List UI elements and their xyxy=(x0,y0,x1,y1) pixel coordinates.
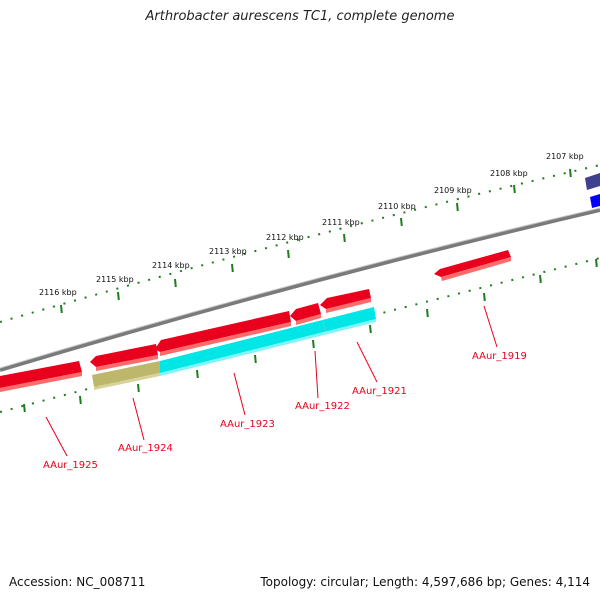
outer-ticks-tick xyxy=(343,233,346,243)
gene-label-aaur-1923: AAur_1923 xyxy=(220,419,275,430)
gene-aaur-1924-arrow xyxy=(90,344,158,371)
gene-label-aaur-1925: AAur_1925 xyxy=(43,460,98,471)
leader-line-aaur-1922 xyxy=(314,350,319,399)
inner-ticks-tick xyxy=(483,292,486,302)
scale-label-2115: 2115 kbp xyxy=(96,275,134,284)
scale-label-2113: 2113 kbp xyxy=(209,247,247,256)
scale-label-2111: 2111 kbp xyxy=(322,218,360,227)
gene-label-aaur-1924: AAur_1924 xyxy=(118,443,173,454)
gene-label-aaur-1921: AAur_1921 xyxy=(352,386,407,397)
gene-aaur-1923-arrow xyxy=(155,311,291,356)
outer-scale-ticks xyxy=(60,168,572,314)
leader-line-aaur-1924 xyxy=(132,397,145,441)
outer-scale-track xyxy=(0,164,600,323)
gene-label-aaur-1919: AAur_1919 xyxy=(472,351,527,362)
leader-line-aaur-1919 xyxy=(483,305,498,348)
inner-ticks-tick xyxy=(426,308,429,318)
gene-feature-khaki xyxy=(92,361,160,390)
outer-ticks-tick xyxy=(287,249,290,259)
outer-ticks-tick xyxy=(456,202,459,212)
inner-ticks-tick xyxy=(595,258,598,268)
scale-label-2110: 2110 kbp xyxy=(378,202,416,211)
leader-line-aaur-1921 xyxy=(356,341,378,383)
scale-label-2107: 2107 kbp xyxy=(546,152,584,161)
outer-ticks-tick xyxy=(60,304,63,314)
outer-ticks-tick xyxy=(231,263,234,273)
inner-ticks-tick xyxy=(137,383,140,393)
gene-aaur-1925-arrow xyxy=(0,361,82,392)
accession-text: Accession: NC_008711 xyxy=(9,575,146,589)
gene-aaur-1922-arrow xyxy=(290,303,321,325)
genome-backbone xyxy=(0,208,600,372)
outer-ticks-tick xyxy=(513,184,516,194)
scale-label-2114: 2114 kbp xyxy=(152,261,190,270)
outer-ticks-tick xyxy=(400,217,403,227)
outer-ticks-tick xyxy=(117,291,120,301)
gene-cds-cyan-band xyxy=(160,307,376,376)
inner-scale-ticks xyxy=(23,258,598,413)
gene-aaur-1921-arrow xyxy=(320,289,371,313)
outer-ticks-tick xyxy=(174,278,177,288)
inner-ticks-tick xyxy=(254,354,257,364)
leader-line-aaur-1925 xyxy=(45,416,68,457)
map-title: Arthrobacter aurescens TC1, complete gen… xyxy=(145,9,455,24)
gene-aaur-1919-arrow xyxy=(434,250,511,281)
outer-ticks-tick xyxy=(569,168,572,178)
leader-line-aaur-1923 xyxy=(233,372,246,416)
inner-ticks-tick xyxy=(79,395,82,405)
inner-ticks-tick xyxy=(369,324,372,334)
topology-text: Topology: circular; Length: 4,597,686 bp… xyxy=(260,575,590,589)
inner-ticks-tick xyxy=(312,339,315,349)
inner-ticks-tick xyxy=(539,274,542,284)
gene-label-aaur-1922: AAur_1922 xyxy=(295,401,350,412)
scale-label-2108: 2108 kbp xyxy=(490,169,528,178)
inner-ticks-tick xyxy=(23,403,26,413)
scale-label-2116: 2116 kbp xyxy=(39,288,77,297)
gene-feature-navy xyxy=(585,173,600,190)
inner-ticks-tick xyxy=(196,369,199,379)
gene-feature-blue xyxy=(590,194,600,208)
scale-label-2112: 2112 kbp xyxy=(266,233,304,242)
scale-label-2109: 2109 kbp xyxy=(434,186,472,195)
